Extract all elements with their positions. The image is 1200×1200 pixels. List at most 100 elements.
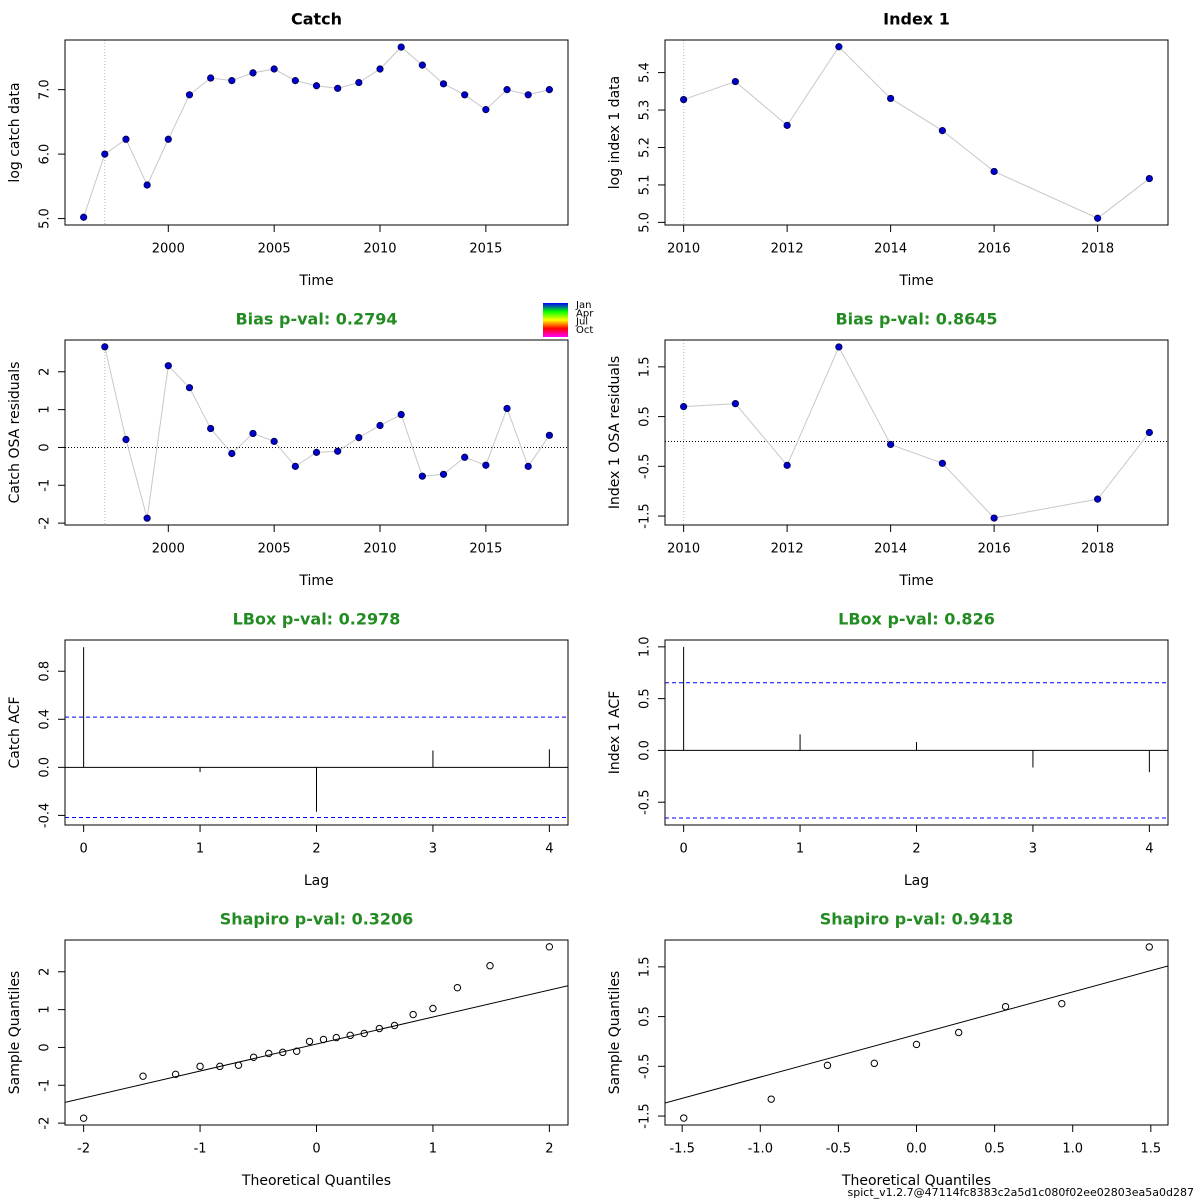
series-line xyxy=(683,345,1150,519)
plot-frame xyxy=(664,639,1169,826)
x-axis-label: Theoretical Quantiles xyxy=(241,1173,391,1189)
y-tick-label: 2 xyxy=(38,968,53,976)
data-point xyxy=(397,43,405,51)
qq-point xyxy=(954,1028,963,1037)
plot-frame xyxy=(664,939,1169,1126)
data-point xyxy=(990,514,998,522)
data-point xyxy=(143,181,151,189)
data-point xyxy=(143,514,151,522)
qq-point xyxy=(305,1037,314,1046)
x-tick-label: 2010 xyxy=(363,242,396,257)
y-tick-label: 5.3 xyxy=(638,100,653,121)
data-point xyxy=(164,362,172,370)
data-point xyxy=(185,384,194,392)
data-point xyxy=(1145,428,1153,437)
y-tick-label: -1 xyxy=(38,1079,53,1092)
y-tick-label: -1 xyxy=(38,479,53,492)
data-point xyxy=(376,65,384,73)
qq-point xyxy=(486,962,494,970)
x-axis-label: Time xyxy=(898,573,933,589)
data-point xyxy=(482,106,490,114)
x-tick-label: 4 xyxy=(1145,842,1153,857)
data-point xyxy=(291,77,299,85)
y-tick-label: -2 xyxy=(38,1117,53,1130)
x-axis-label: Time xyxy=(898,273,933,289)
data-point xyxy=(835,43,843,51)
chart-title: Catch xyxy=(291,10,342,29)
y-tick-label: -0.5 xyxy=(638,1054,653,1079)
x-tick-label: 2 xyxy=(312,842,320,857)
qq-point xyxy=(249,1053,258,1061)
x-tick-label: 2016 xyxy=(978,542,1011,557)
chart-title: Bias p-val: 0.2794 xyxy=(235,310,397,329)
data-point xyxy=(545,431,553,439)
x-tick-label: 2016 xyxy=(978,242,1011,257)
x-tick-label: 3 xyxy=(1029,842,1037,857)
color-key-label: Apr xyxy=(576,308,594,319)
y-tick-label: 0.0 xyxy=(38,757,53,778)
plot-frame xyxy=(64,39,569,226)
data-point xyxy=(312,448,321,456)
x-tick-label: 2010 xyxy=(667,542,700,557)
y-tick-label: 7.0 xyxy=(38,79,53,100)
x-tick-label: 2010 xyxy=(363,542,396,557)
y-tick-label: 0.8 xyxy=(38,661,53,682)
y-tick-label: 1.5 xyxy=(638,357,653,378)
qq-point xyxy=(139,1072,147,1080)
qq-point xyxy=(79,1114,88,1122)
data-point xyxy=(312,82,321,90)
qq-point xyxy=(196,1062,204,1071)
qq-point xyxy=(870,1059,879,1068)
qq-point xyxy=(216,1062,224,1071)
data-point xyxy=(228,77,236,85)
qq-point xyxy=(1058,999,1066,1008)
y-tick-label: -2 xyxy=(38,517,53,530)
x-tick-label: 2000 xyxy=(152,242,185,257)
color-key-label: Jan xyxy=(575,300,591,311)
plot-frame xyxy=(64,639,569,826)
x-tick-label: 2 xyxy=(912,842,920,857)
x-tick-label: 1 xyxy=(796,842,804,857)
y-tick-label: 2 xyxy=(38,368,53,376)
data-point xyxy=(249,429,257,438)
data-point xyxy=(783,121,791,129)
data-point xyxy=(835,343,843,351)
data-point xyxy=(439,80,448,88)
data-point xyxy=(545,86,553,94)
y-tick-label: 0.5 xyxy=(638,1006,653,1027)
data-point xyxy=(418,61,426,69)
x-axis-label: Time xyxy=(298,573,333,589)
data-point xyxy=(461,453,469,461)
x-tick-label: 1 xyxy=(196,842,204,857)
color-key-label: Oct xyxy=(576,325,593,336)
y-tick-label: 0.5 xyxy=(638,688,653,709)
x-tick-label: 2010 xyxy=(667,242,700,257)
data-point xyxy=(207,424,215,433)
data-point xyxy=(461,91,469,99)
data-point xyxy=(397,410,405,419)
y-axis-label: Sample Quantiles xyxy=(7,971,23,1094)
data-point xyxy=(783,461,791,469)
x-tick-label: 2015 xyxy=(469,542,502,557)
data-point xyxy=(101,150,109,158)
y-tick-label: 0 xyxy=(38,443,53,451)
qq-point xyxy=(1145,943,1153,951)
qq-point xyxy=(375,1024,384,1033)
data-point xyxy=(122,135,130,143)
qq-point xyxy=(360,1029,368,1038)
x-tick-label: -1.0 xyxy=(748,1142,773,1157)
data-point xyxy=(439,470,448,478)
data-point xyxy=(376,421,384,430)
data-point xyxy=(503,404,511,413)
y-tick-label: -0.5 xyxy=(638,790,653,815)
qq-point xyxy=(234,1061,243,1069)
data-point xyxy=(938,459,946,467)
data-point xyxy=(270,65,278,73)
qq-point xyxy=(409,1010,417,1019)
data-point xyxy=(680,403,688,411)
plot-frame xyxy=(664,39,1169,226)
data-point xyxy=(418,472,426,480)
x-tick-label: 1 xyxy=(429,1142,437,1157)
x-tick-label: 1.0 xyxy=(1062,1142,1083,1157)
data-point xyxy=(355,78,363,87)
